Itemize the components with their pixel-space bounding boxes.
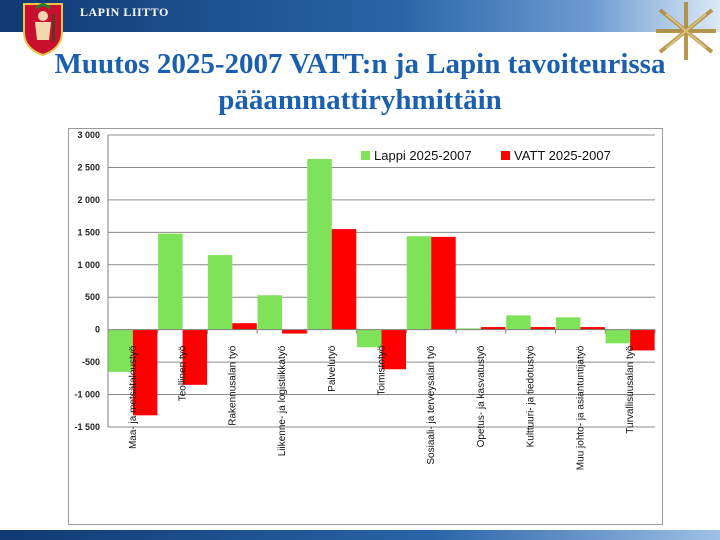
legend-label: Lappi 2025-2007 [374, 148, 472, 163]
bar-vatt [331, 229, 357, 330]
category-label: Teollinen työ [178, 345, 189, 401]
category-label: Muu johto- ja asiantuntijatyö [575, 345, 586, 470]
bar-vatt [580, 327, 605, 330]
category-label: Liikenne- ja logistiikkatyö [277, 345, 288, 456]
bar-lappi [506, 315, 531, 330]
header-bar [0, 0, 720, 32]
category-label: Toimistotyö [377, 345, 388, 395]
category-label: Turvallisuusalan työ [625, 345, 636, 433]
category-label: Kulttuuri- ja tiedotustyö [526, 345, 537, 447]
category-label: Opetus- ja kasvatustyö [476, 345, 487, 447]
bar-chart: 3 000 2 500 2 000 1 500 1 000 500 0 -500 -1 000 -… [74, 130, 656, 470]
coat-of-arms-icon [23, 2, 63, 56]
slide-title: Muutos 2025-2007 VATT:n ja Lapin tavoite… [0, 46, 720, 118]
y-tick-label: 2 500 [77, 162, 100, 172]
legend-label: VATT 2025-2007 [514, 148, 611, 163]
bar-lappi [357, 329, 382, 348]
organization-name: LAPIN LIITTO [80, 5, 169, 19]
y-tick-label: 3 000 [77, 130, 100, 140]
chart-frame: 3 000 2 500 2 000 1 500 1 000 500 0 -500 -1 000 -… [68, 128, 663, 525]
ornament-emblem-icon [656, 2, 716, 60]
bar-vatt [530, 327, 556, 330]
y-tick-label: 0 [95, 325, 100, 335]
y-tick-label: -500 [82, 357, 100, 367]
bar-vatt [480, 327, 506, 330]
legend-swatch [361, 151, 370, 160]
bar-lappi [605, 329, 631, 344]
bar-lappi [108, 329, 133, 372]
bar-lappi [555, 317, 581, 330]
slide-title-line-1: Muutos 2025-2007 VATT:n ja Lapin tavoite… [54, 48, 666, 80]
bar-lappi [207, 255, 233, 330]
y-tick-label: -1 500 [74, 422, 100, 432]
bar-lappi [406, 236, 432, 330]
y-tick-label: -1 000 [74, 390, 100, 400]
bar-lappi [307, 159, 332, 330]
y-tick-label: 2 000 [77, 195, 100, 205]
bar-vatt [182, 329, 208, 385]
footer-bar [0, 530, 720, 540]
y-tick-label: 500 [85, 292, 100, 302]
bar-lappi [158, 233, 183, 330]
y-tick-label: 1 500 [77, 227, 100, 237]
bar-vatt [630, 329, 655, 351]
legend-swatch [501, 151, 510, 160]
bar-vatt [431, 236, 456, 330]
bar-lappi [257, 295, 283, 330]
bar-vatt [381, 329, 406, 370]
category-label: Sosiaali- ja terveysalan työ [426, 345, 437, 464]
slide-title-line-2: pääammattiryhmittäin [218, 84, 502, 116]
category-label: Maa- ja metsätaloustyö [128, 345, 139, 449]
category-label: Palvelutyö [327, 345, 338, 392]
category-label: Rakennusalan työ [227, 345, 238, 425]
y-tick-label: 1 000 [77, 260, 100, 270]
bar-vatt [232, 323, 257, 330]
bar-lappi [456, 328, 481, 330]
bar-vatt [282, 329, 307, 334]
bar-vatt [132, 329, 158, 416]
